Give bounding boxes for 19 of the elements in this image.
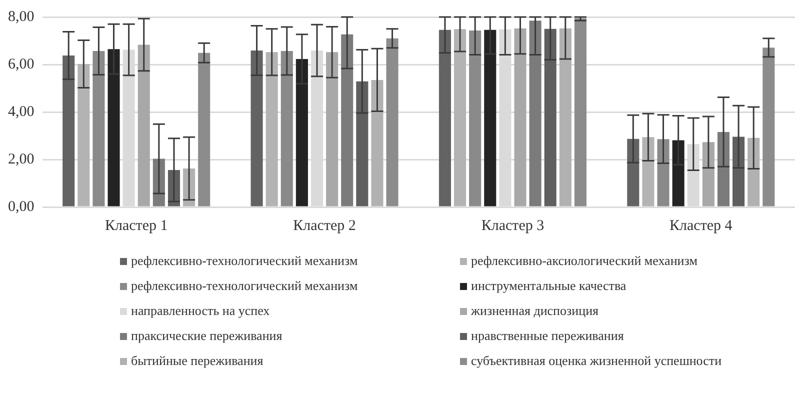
legend-label: направленность на успех bbox=[131, 303, 270, 319]
legend-label: бытийные переживания bbox=[131, 353, 264, 369]
y-tick-label: 6,00 bbox=[8, 56, 34, 72]
legend-label: инструментальные качества bbox=[471, 278, 626, 294]
legend-label: нравственные переживания bbox=[471, 328, 624, 344]
legend-label: субъективная оценка жизненной успешности bbox=[471, 353, 722, 369]
legend-label: праксические переживания bbox=[131, 328, 282, 344]
x-tick-label: Кластер 2 bbox=[293, 218, 356, 234]
x-tick-label: Кластер 3 bbox=[481, 218, 544, 234]
x-tick-label: Кластер 4 bbox=[670, 218, 733, 234]
y-tick-label: 4,00 bbox=[8, 104, 34, 120]
y-tick-label: 0,00 bbox=[8, 198, 34, 215]
legend-label: рефлексивно-технологический механизм bbox=[131, 278, 358, 294]
y-tick-label: 8,00 bbox=[8, 8, 34, 25]
legend-label: жизненная диспозиция bbox=[471, 303, 598, 319]
legend-label: рефлексивно-аксиологический механизм bbox=[471, 253, 698, 269]
y-tick-label: 2,00 bbox=[8, 151, 34, 168]
legend-label: рефлексивно-технологический механизм bbox=[131, 253, 358, 269]
x-tick-label: Кластер 1 bbox=[104, 218, 168, 234]
